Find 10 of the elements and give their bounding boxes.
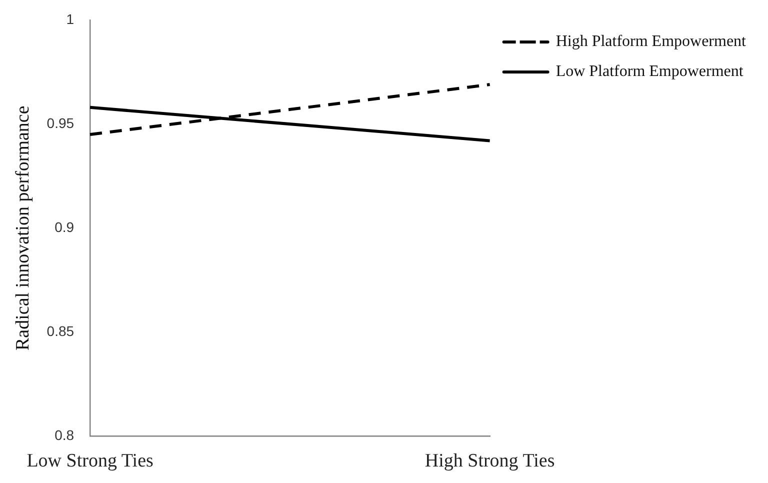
y-tick-label: 1 [66,10,74,27]
y-tick-label: 0.9 [54,218,74,235]
x-tick-label: Low Strong Ties [26,450,154,472]
legend-label: High Platform Empowerment [556,33,747,50]
y-tick-label: 0.85 [46,323,74,340]
legend-label: Low Platform Empowerment [556,63,744,80]
y-axis-title: Radical innovation performance [12,106,34,350]
y-tick-label: 0.95 [46,114,74,131]
y-tick-label: 0.8 [54,427,74,444]
x-tick-label: High Strong Ties [424,450,555,472]
